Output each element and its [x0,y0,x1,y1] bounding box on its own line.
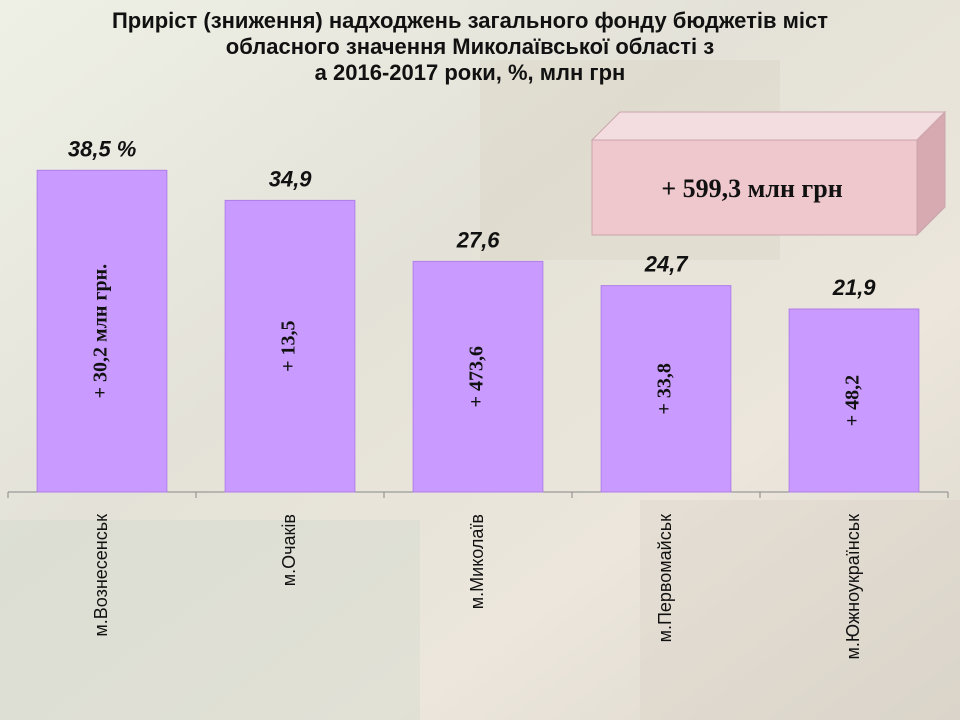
banknote-decor [0,520,420,720]
value-label: 27,6 [456,227,501,252]
bar-inner-label: + 30,2 млн грн. [90,264,112,399]
bar-inner-label: + 13,5 [278,320,300,371]
value-label: 38,5 % [68,136,137,161]
bar [224,199,356,493]
annotation: + 599,3 млн грн [661,174,842,203]
value-label: 24,7 [644,252,690,277]
x-tick-label: м.Южноукраїнськ [843,514,863,660]
annotation-box: + 599,3 млн грн [590,110,947,237]
banknote-decor [640,500,960,720]
x-tick-label: м.Вознесенськ [91,514,111,637]
bar [600,285,732,493]
value-label: 34,9 [269,166,313,191]
bar [788,308,920,493]
bar [36,169,168,493]
bar-inner-label: + 473,6 [466,346,488,407]
bar-inner-label: + 33,8 [654,363,676,414]
chart-title: обласного значення Миколаївської області… [226,34,715,59]
chart-title: Приріст (зниження) надходжень загального… [112,8,828,33]
x-tick-label: м.Миколаїв [467,514,487,609]
x-tick-label: м.Первомайськ [655,514,675,643]
x-tick-label: м.Очаків [279,514,299,586]
bar [412,260,544,493]
bar-inner-label: + 48,2 [842,375,864,426]
chart-title: а 2016-2017 роки, %, млн грн [315,60,626,85]
value-label: 21,9 [832,275,877,300]
